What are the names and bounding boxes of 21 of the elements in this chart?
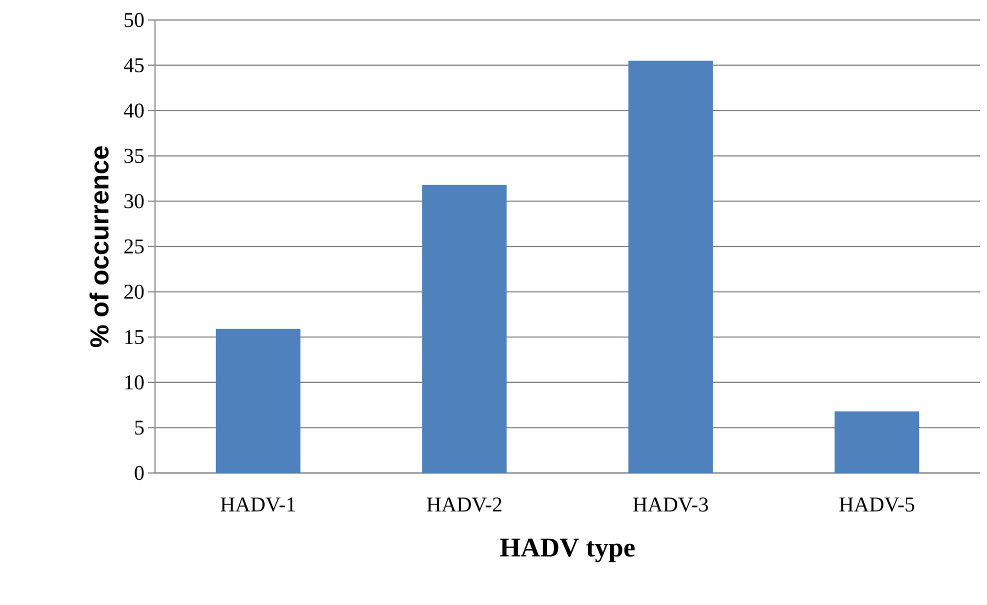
y-tick-label: 5 [135,420,144,435]
y-tick-label: 40 [124,103,144,118]
y-tick-label: 35 [124,148,144,163]
y-tick-label: 0 [134,466,144,480]
y-tick-label: 10 [125,375,144,390]
y-tick-label: 45 [124,58,144,72]
y-tick-label: 50 [124,12,144,28]
bar [216,328,300,473]
bar [628,60,713,473]
y-axis-title: % of occurrence [90,146,109,347]
y-tick-label: 20 [124,284,144,299]
x-axis-title: HADV type [500,538,635,562]
x-tick-label: HADV-5 [839,498,914,512]
y-tick-label: 15 [125,330,144,344]
bar [422,184,507,473]
x-tick-label: HADV-3 [633,498,708,512]
y-tick-label: 25 [124,239,144,254]
bar [834,411,920,473]
y-tick-label: 30 [124,194,144,208]
x-tick-label: HADV-2 [426,498,502,512]
x-tick-label: HADV-1 [220,498,295,512]
